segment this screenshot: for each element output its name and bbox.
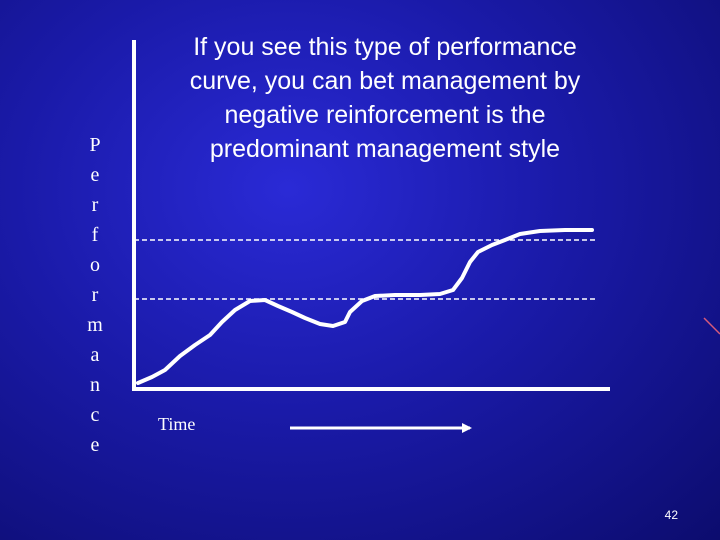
axis-letter: r <box>91 284 99 306</box>
title-line: predominant management style <box>209 135 561 163</box>
performance-axis-label: P e r f o r m a n c e <box>80 130 110 460</box>
axis-letter: o <box>90 254 100 276</box>
axis-letter: e <box>90 164 100 186</box>
time-label: Time <box>158 414 196 434</box>
axis-letter: c <box>90 404 100 426</box>
page-number: 42 <box>664 508 678 522</box>
slide-title: If you see this type of performance curv… <box>140 30 630 166</box>
axis-letter: f <box>91 224 99 246</box>
axis-letter: m <box>87 314 103 336</box>
performance-curve <box>136 228 594 385</box>
axis-letter: e <box>90 434 100 456</box>
axis-letter: a <box>90 344 100 366</box>
decorative-streak <box>703 317 720 335</box>
title-line: If you see this type of performance <box>193 33 577 61</box>
axis-letter: n <box>90 374 100 396</box>
title-line: negative reinforcement is the <box>224 101 546 129</box>
axis-letter: P <box>89 134 101 156</box>
title-line: curve, you can bet management by <box>189 67 581 95</box>
axis-letter: r <box>91 194 99 216</box>
